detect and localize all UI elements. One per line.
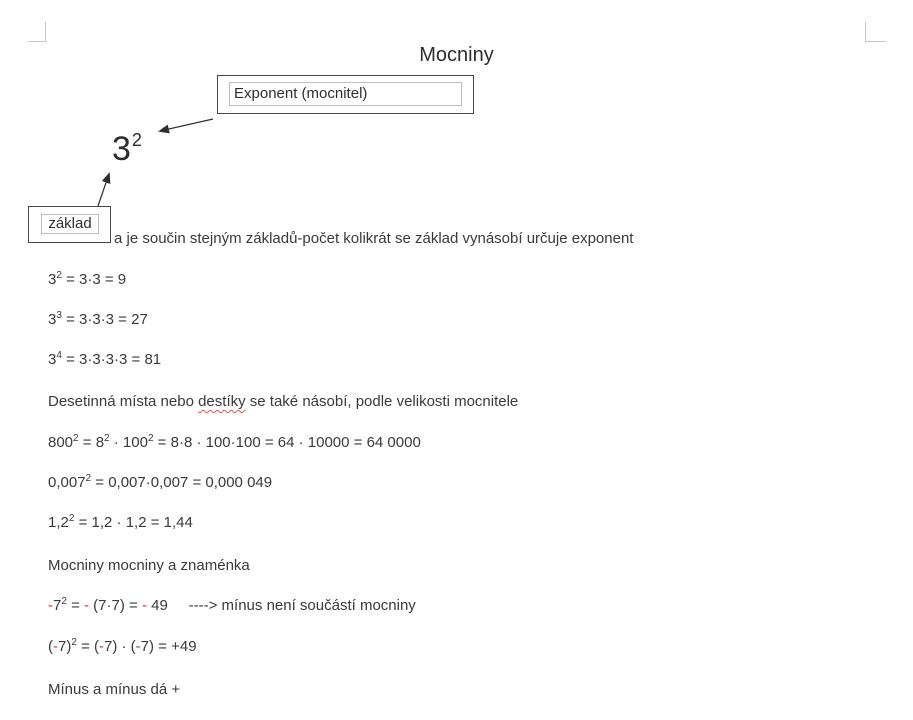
exponent-textbox: Exponent (mocnitel) — [217, 75, 474, 114]
text-segment: = 8·8 · 100·100 = 64 · 10000 = 64 0000 — [153, 434, 421, 451]
text-segment: destíky — [198, 393, 246, 410]
text-segment: 2 — [85, 473, 92, 484]
text-segment: Mocniny mocniny a znaménka — [48, 557, 250, 574]
text-line: Mocniny mocniny a znaménka — [48, 556, 250, 575]
text-segment: = 3·3·3·3 = 81 — [61, 351, 162, 368]
text-segment: 2 — [71, 637, 77, 648]
text-line: a je součin stejným základů-počet kolikr… — [114, 229, 633, 248]
text-line: 1,22 = 1,2 · 1,2 = 1,44 — [48, 513, 193, 534]
text-segment: - — [99, 638, 104, 655]
text-segment: Mínus a mínus dá + — [48, 681, 181, 698]
text-line: -72 = - (7·7) = - 49 ----> mínus není so… — [48, 596, 416, 617]
base-textbox: základ — [28, 206, 111, 243]
text-segment: = — [66, 597, 85, 614]
text-segment: = 8 — [78, 434, 105, 451]
text-segment: - — [141, 597, 147, 614]
text-segment: 0,007 — [48, 474, 86, 491]
text-segment: a je součin stejným základů-počet kolikr… — [114, 230, 634, 247]
text-segment: 7) — [58, 638, 72, 655]
power-example: 32 — [112, 129, 142, 169]
arrow-to-base-icon — [97, 172, 111, 207]
text-line: (-7)2 = (-7) · (-7) = +49 — [48, 637, 197, 658]
text-line: 8002 = 82 · 1002 = 8·8 · 100·100 = 64 · … — [48, 433, 421, 454]
text-segment: Desetinná místa nebo — [48, 393, 199, 410]
text-segment: 7) = +49 — [140, 638, 197, 655]
text-segment: = 1,2 · 1,2 = 1,44 — [74, 514, 193, 531]
text-line: 32 = 3·3 = 9 — [48, 270, 126, 291]
text-segment: 2 — [73, 433, 79, 444]
text-line: 33 = 3·3·3 = 27 — [48, 310, 148, 331]
text-segment: - — [135, 638, 141, 655]
text-segment: 49 ----> mínus není součástí mocniny — [146, 597, 416, 614]
power-base: 3 — [112, 130, 131, 168]
text-segment: 3 — [48, 311, 57, 328]
text-segment: 2 — [147, 433, 154, 444]
text-segment: 1,2 — [48, 514, 69, 531]
text-segment: = ( — [76, 638, 99, 655]
text-segment: (7·7) = — [89, 597, 142, 614]
text-segment: 3 — [48, 351, 57, 368]
arrow-to-exponent-icon — [158, 118, 214, 134]
base-label: základ — [48, 215, 92, 232]
text-segment: 2 — [104, 433, 110, 444]
text-segment: 4 — [56, 350, 62, 361]
page-corner-mark-left — [28, 22, 46, 42]
text-line: Desetinná místa nebo destíky se také nás… — [48, 392, 518, 411]
text-segment: 800 — [48, 434, 74, 451]
text-segment: · 100 — [109, 434, 148, 451]
text-segment: 2 — [61, 596, 67, 607]
text-segment: 7) · ( — [104, 638, 136, 655]
text-line: 34 = 3·3·3·3 = 81 — [48, 350, 161, 371]
text-line: Mínus a mínus dá + — [48, 680, 180, 699]
base-textbox-inner: základ — [41, 214, 99, 234]
exponent-label: Exponent (mocnitel) — [234, 85, 368, 102]
text-line: 0,0072 = 0,007·0,007 = 0,000 049 — [48, 473, 272, 494]
text-segment: 3 — [48, 271, 57, 288]
text-segment: 2 — [68, 513, 75, 524]
page-title: Mocniny — [419, 44, 494, 66]
text-segment: 3 — [56, 310, 62, 321]
page-corner-mark-right — [865, 22, 886, 42]
text-segment: - — [48, 597, 53, 614]
exponent-textbox-inner: Exponent (mocnitel) — [229, 82, 462, 106]
text-segment: se také násobí, podle velikosti mocnitel… — [245, 393, 519, 410]
text-segment: 7 — [53, 597, 62, 614]
text-segment: - — [53, 638, 58, 655]
text-segment: 2 — [56, 270, 62, 281]
text-segment: - — [84, 597, 90, 614]
text-segment: = 3·3 = 9 — [61, 271, 127, 288]
text-segment: ( — [48, 638, 53, 655]
power-exponent: 2 — [131, 129, 142, 150]
text-segment: = 3·3·3 = 27 — [61, 311, 148, 328]
text-segment: = 0,007·0,007 = 0,000 049 — [91, 474, 273, 491]
